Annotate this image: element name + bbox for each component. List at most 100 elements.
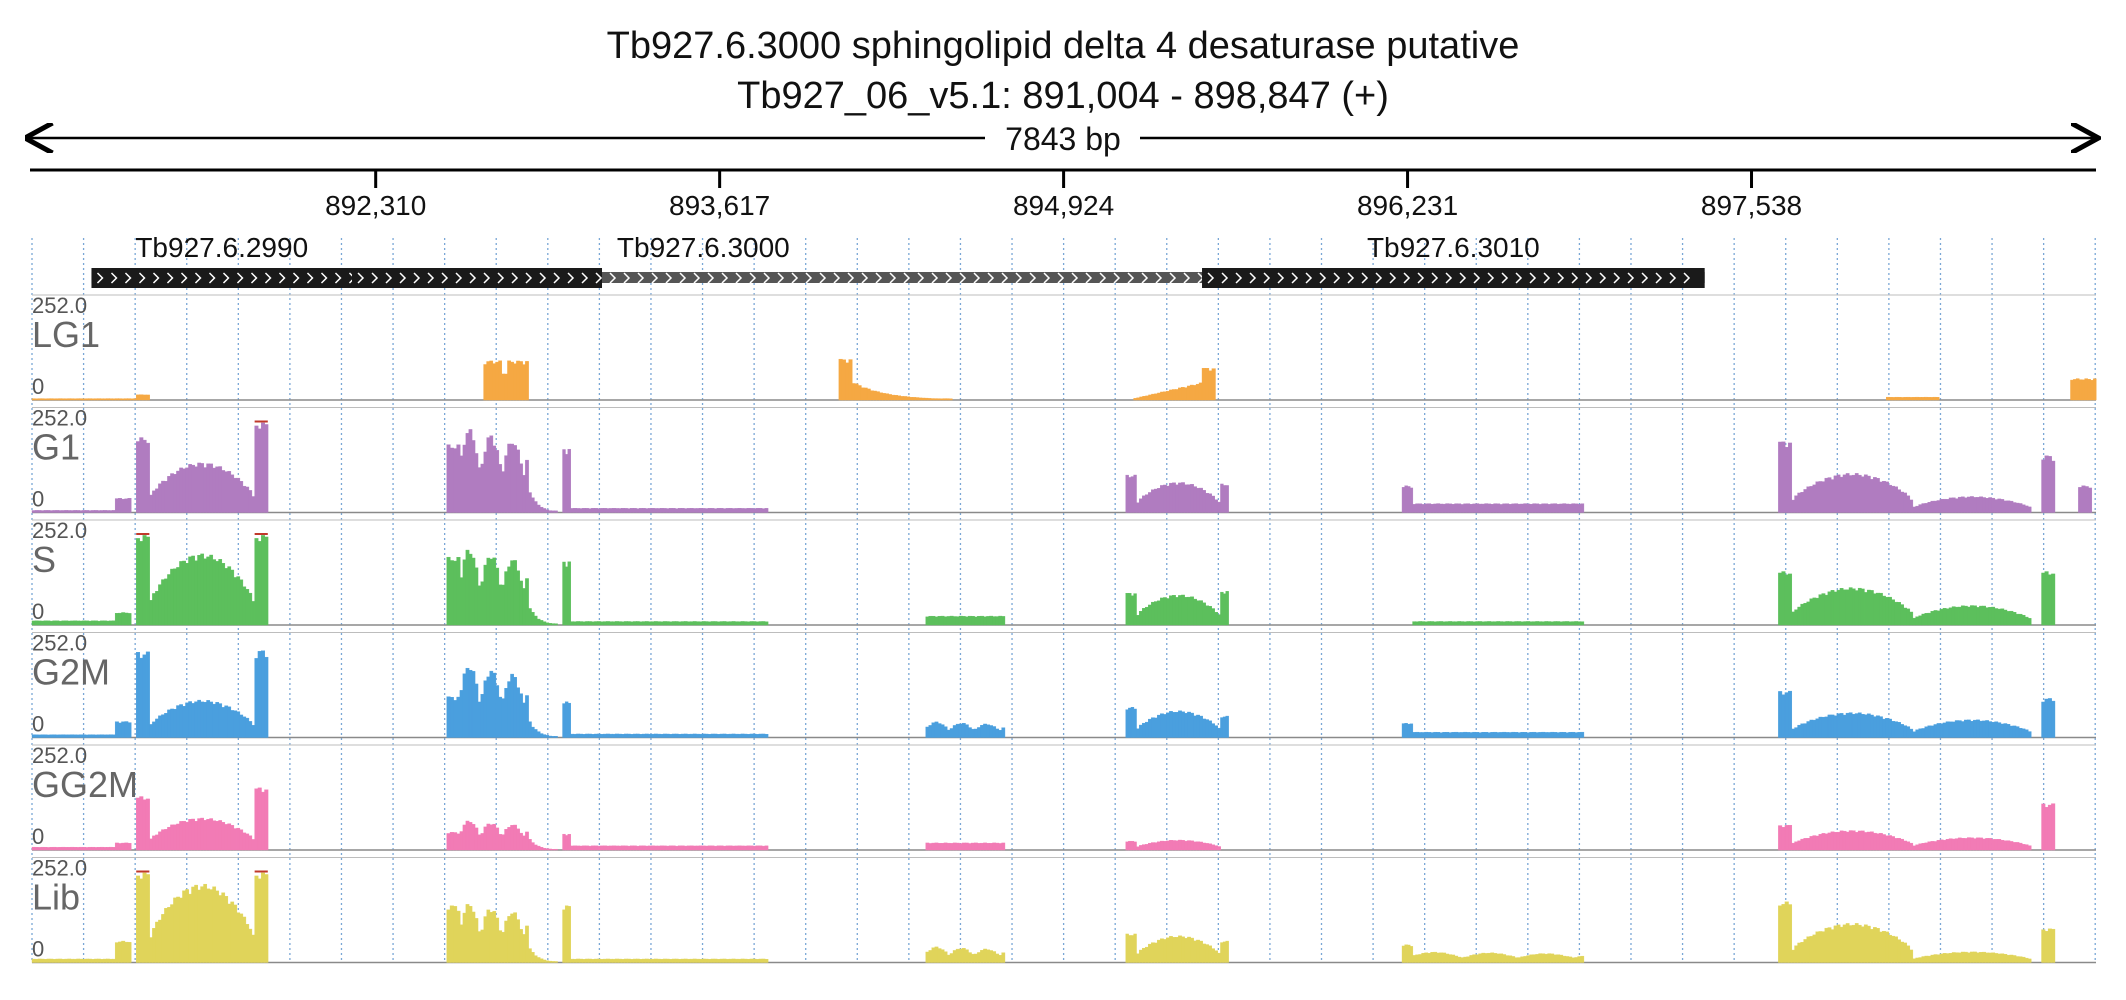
coverage-bar <box>1951 721 1956 738</box>
coverage-bar <box>446 833 451 851</box>
coverage-bar <box>142 535 147 626</box>
gene-track: Tb927.6.2990 Tb927.6.3000 Tb927.6.3010 <box>91 232 1705 288</box>
coverage-bar <box>949 843 954 851</box>
strand-arrow <box>1403 272 1411 284</box>
coverage-bar <box>998 955 1003 963</box>
coverage-bar <box>1967 719 1971 738</box>
coverage-bar <box>961 616 966 626</box>
coverage-bar <box>1933 954 1938 963</box>
track-name: S <box>32 539 56 580</box>
coverage-bar <box>940 615 945 626</box>
strand-arrow <box>1529 272 1537 284</box>
strand-arrow <box>623 272 631 284</box>
coverage-bar <box>261 650 266 738</box>
coverage-bar <box>977 727 981 738</box>
coverage-bar <box>1921 613 1926 626</box>
coverage-bars <box>31 870 2056 963</box>
coverage-bar <box>2024 616 2029 626</box>
coverage-bar <box>1960 838 1965 851</box>
coverage-bar <box>1936 723 1941 738</box>
coverage-bar <box>934 721 939 738</box>
clip-marker <box>136 870 150 873</box>
coverage-bar <box>2044 931 2049 963</box>
strand-arrow <box>833 272 841 284</box>
strand-arrow <box>110 272 118 284</box>
coverage-bar <box>2003 954 2008 963</box>
strand-arrow <box>567 272 575 284</box>
coverage-bar <box>1985 838 1989 851</box>
coverage-bar <box>2027 618 2032 626</box>
coverage-bar <box>989 843 994 851</box>
coverage-bar <box>1939 839 1944 851</box>
coverage-bar <box>456 833 461 851</box>
coverage-bar <box>261 535 266 626</box>
coverage-bar <box>995 953 1000 963</box>
coverage-bar <box>1788 442 1793 513</box>
coverage-bar <box>2000 839 2005 851</box>
coverage-bar <box>453 906 458 963</box>
strand-arrow <box>749 272 757 284</box>
y-max-label: 252.0 <box>32 518 87 543</box>
coverage-bar <box>955 948 960 963</box>
gene-cds <box>1202 268 1705 288</box>
coverage-bar <box>124 498 129 513</box>
coverage-bar <box>989 615 994 626</box>
coverage-bar <box>118 941 122 963</box>
coverage-bar <box>2051 700 2056 738</box>
coverage-bar <box>1960 496 1965 513</box>
coverage-bar <box>2012 955 2017 963</box>
strand-arrow <box>1319 272 1327 284</box>
coverage-bar <box>525 578 529 626</box>
coverage-bar <box>958 843 963 851</box>
strand-arrow <box>847 272 855 284</box>
strand-arrow <box>903 272 911 284</box>
coverage-bar <box>1133 933 1137 963</box>
coverage-bar <box>1912 617 1917 626</box>
strand-arrow <box>194 272 202 284</box>
coverage-bar <box>937 843 942 851</box>
coverage-bar <box>254 875 259 963</box>
coverage-bar <box>1912 731 1917 738</box>
coverage-bar <box>453 832 458 851</box>
coverage-bar <box>925 842 930 851</box>
coverage-bar <box>1927 841 1932 851</box>
strand-arrow <box>707 272 715 284</box>
coverage-bar <box>1948 953 1953 963</box>
coverage-bar <box>139 657 144 738</box>
strand-arrow <box>875 272 883 284</box>
coverage-bar <box>971 953 975 963</box>
ruler-ticks: 892,310 893,617 894,924 896,231 897,538 <box>325 170 1802 221</box>
coverage-bar <box>1963 951 1968 963</box>
coverage-bar <box>257 428 262 513</box>
coverage-bar <box>937 616 942 626</box>
strand-arrow <box>292 272 300 284</box>
coverage-bar <box>1912 958 1917 963</box>
coverage-bar <box>1976 607 1980 626</box>
gene-utr <box>352 272 1266 283</box>
coverage-bar <box>998 730 1003 738</box>
track-LG1: 252.0 0 LG1 <box>31 293 2097 401</box>
gene-Tb927.6.3010: Tb927.6.3010 <box>1202 232 1705 288</box>
coverage-bar <box>2027 506 2032 513</box>
strand-arrow <box>1543 272 1551 284</box>
coverage-bar <box>1951 497 1956 513</box>
coverage-bar <box>456 557 461 626</box>
coverage-bar <box>114 842 119 851</box>
strand-arrow <box>455 272 463 284</box>
coverage-bar <box>928 843 933 851</box>
track-name: LG1 <box>32 314 100 355</box>
ruler-tick-label: 894,924 <box>1013 190 1114 221</box>
coverage-bar <box>145 536 150 626</box>
coverage-bar <box>114 721 119 738</box>
coverage-bar <box>1909 499 1914 513</box>
coverage-bar <box>254 538 259 626</box>
coverage-bar <box>1778 825 1783 851</box>
coverage-bar <box>456 910 461 963</box>
coverage-bar <box>974 616 978 626</box>
coverage-bar <box>525 925 529 963</box>
coverage-bar <box>2044 806 2049 851</box>
coverage-bar <box>142 799 147 851</box>
coverage-bar <box>948 398 953 401</box>
coverage-bar <box>1909 949 1914 963</box>
coverage-bar <box>1954 498 1959 513</box>
